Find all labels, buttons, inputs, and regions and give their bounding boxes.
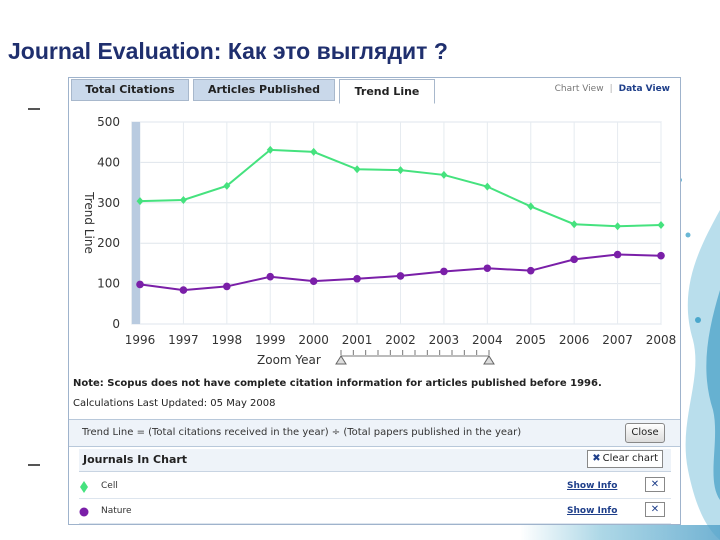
data-point [266,145,274,154]
data-point [136,197,144,206]
slide-title: Journal Evaluation: Как это выглядит ? [8,38,448,64]
data-point [310,147,318,156]
clear-icon: ✖ [592,453,601,464]
data-point [396,272,405,280]
data-point [397,166,404,175]
data-view-link[interactable]: Data View [618,84,670,94]
x-tick-label: 2000 [298,333,329,347]
clear-chart-label: Clear chart [602,453,658,464]
data-point [440,267,448,276]
diamond-marker-icon [80,481,88,493]
data-point [353,274,361,283]
tab-trend-line[interactable]: Trend Line [339,79,435,104]
journal-name: Nature [101,506,132,516]
data-point [483,264,492,273]
y-axis-title: Trend Line [82,191,96,254]
x-tick-label: 2006 [559,333,590,347]
data-point [657,251,665,260]
y-tick-label: 100 [97,277,120,291]
bullet-dash [28,464,40,466]
data-point [657,221,665,230]
journal-row-nature: Nature Show Info ✕ [79,500,671,524]
data-point [309,277,318,285]
zoom-year-label: Zoom Year [257,353,321,367]
formula-text: Trend Line = (Total citations received i… [82,427,522,438]
x-tick-label: 2003 [429,333,460,347]
formula-bar: Trend Line = (Total citations received i… [69,419,680,447]
data-point [614,222,622,231]
data-point [223,282,231,291]
note-text: Note: Scopus does not have complete cita… [73,378,602,389]
decorative-wave [520,525,720,540]
show-info-link[interactable]: Show Info [567,481,618,491]
x-tick-label: 1998 [212,333,243,347]
trend-line-chart: 0 100 200 300 400 500 1996 1997 1998 1999 2000 2001… [82,115,677,367]
data-point [136,280,144,289]
journals-title: Journals In Chart [83,453,188,466]
y-tick-label: 0 [112,317,120,331]
journals-header: Journals In Chart ✖ Clear chart [79,449,671,472]
updated-text: Calculations Last Updated: 05 May 2008 [73,398,276,409]
plot-area [131,121,662,325]
remove-journal-button[interactable]: ✕ [645,477,665,492]
x-tick-label: 2001 [342,333,373,347]
close-button[interactable]: Close [625,423,665,443]
journals-panel: Journals In Chart ✖ Clear chart Cell Show… [79,449,671,525]
data-point [223,181,231,190]
journal-chart-widget: Total Citations Articles Published Trend… [68,77,681,525]
data-point [570,255,578,264]
x-tick-label: 1996 [125,333,156,347]
data-point [440,170,448,179]
journal-row-cell: Cell Show Info ✕ [79,475,671,499]
data-point [483,182,491,191]
x-tick-label: 2005 [515,333,546,347]
data-point [353,165,361,174]
zoom-slider-handle-right [483,355,495,365]
data-point [526,266,535,275]
zoom-slider-handle-left [335,355,347,365]
remove-journal-button[interactable]: ✕ [645,502,665,517]
y-tick-label: 400 [97,155,120,169]
chart-view-link[interactable]: Chart View [554,84,604,94]
bullet-dash [28,108,40,110]
x-tick-label: 1999 [255,333,286,347]
x-tick-label: 2008 [646,333,677,347]
data-point [527,202,535,211]
data-point [570,220,578,229]
journal-name: Cell [101,481,118,491]
y-tick-label: 200 [97,236,120,250]
x-tick-label: 2004 [472,333,503,347]
x-tick-label: 2007 [602,333,633,347]
decorative-splash [658,140,720,540]
x-tick-label: 1997 [168,333,199,347]
y-tick-label: 300 [97,196,120,210]
data-point [266,272,275,281]
tab-total-citations[interactable]: Total Citations [71,79,189,101]
y-tick-label: 500 [97,115,120,129]
view-toggle: Chart View | Data View [554,84,670,94]
tab-bar: Total Citations Articles Published Trend… [69,78,680,104]
data-point [179,195,187,204]
circle-marker-icon [79,507,89,517]
data-point [179,286,188,294]
vertical-scrollbar [132,122,140,324]
show-info-link[interactable]: Show Info [567,506,618,516]
x-tick-label: 2002 [385,333,416,347]
data-point [613,250,622,259]
clear-chart-button[interactable]: ✖ Clear chart [587,450,663,468]
tab-articles-published[interactable]: Articles Published [193,79,335,101]
